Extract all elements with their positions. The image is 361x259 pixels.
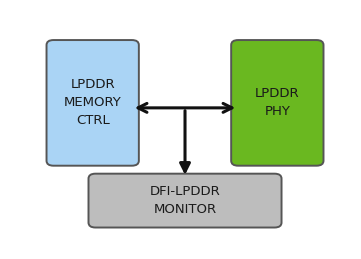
Text: DFI-LPDDR
MONITOR: DFI-LPDDR MONITOR	[150, 185, 220, 216]
FancyBboxPatch shape	[231, 40, 323, 166]
FancyBboxPatch shape	[88, 174, 282, 227]
Text: LPDDR
MEMORY
CTRL: LPDDR MEMORY CTRL	[64, 78, 122, 127]
Text: LPDDR
PHY: LPDDR PHY	[255, 87, 300, 118]
FancyBboxPatch shape	[47, 40, 139, 166]
